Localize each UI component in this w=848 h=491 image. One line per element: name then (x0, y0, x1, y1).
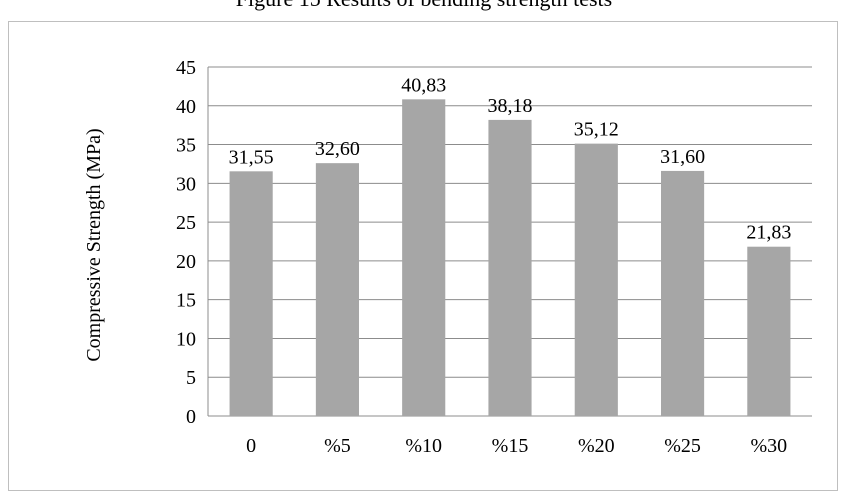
bar (488, 119, 532, 417)
y-tick-label: 0 (186, 406, 196, 428)
x-tick-label: %20 (578, 435, 615, 457)
bar (402, 99, 446, 416)
y-tick-label: 20 (176, 251, 196, 273)
bar (747, 246, 791, 416)
bar (229, 171, 273, 416)
data-label: 35,12 (574, 119, 619, 141)
data-label: 31,55 (229, 146, 274, 168)
bars (229, 99, 791, 417)
data-label: 32,60 (315, 138, 360, 160)
bar-chart: 31,55 32,60 40,83 38,18 35,12 31,60 21,83 0 5 10… (83, 57, 812, 457)
x-tick-label: %25 (664, 435, 701, 457)
y-axis-title: Compressive Strength (MPa) (83, 128, 105, 361)
y-tick-label: 40 (176, 96, 196, 118)
y-axis-ticks: 0 5 10 15 20 25 30 35 40 45 (176, 57, 196, 428)
y-tick-label: 15 (176, 290, 196, 312)
bar (315, 163, 359, 416)
x-tick-label: 0 (246, 435, 256, 457)
y-tick-label: 35 (176, 135, 196, 157)
bar (661, 170, 705, 416)
x-tick-label: %10 (405, 435, 442, 457)
data-labels: 31,55 32,60 40,83 38,18 35,12 31,60 21,83 (229, 74, 792, 243)
x-axis-ticks: 0 %5 %10 %15 %20 %25 %30 (246, 435, 787, 457)
bar (574, 143, 618, 417)
y-tick-label: 5 (186, 367, 196, 389)
y-tick-label: 45 (176, 57, 196, 79)
data-label: 38,18 (488, 95, 533, 117)
page-title: Figure 15 Results of bending strength te… (0, 0, 848, 12)
x-tick-label: %5 (324, 435, 351, 457)
x-tick-label: %30 (751, 435, 788, 457)
data-label: 21,83 (746, 222, 791, 244)
data-label: 31,60 (660, 146, 705, 168)
y-tick-label: 30 (176, 173, 196, 195)
x-tick-label: %15 (492, 435, 529, 457)
data-label: 40,83 (401, 74, 446, 96)
y-tick-label: 10 (176, 328, 196, 350)
y-tick-label: 25 (176, 212, 196, 234)
